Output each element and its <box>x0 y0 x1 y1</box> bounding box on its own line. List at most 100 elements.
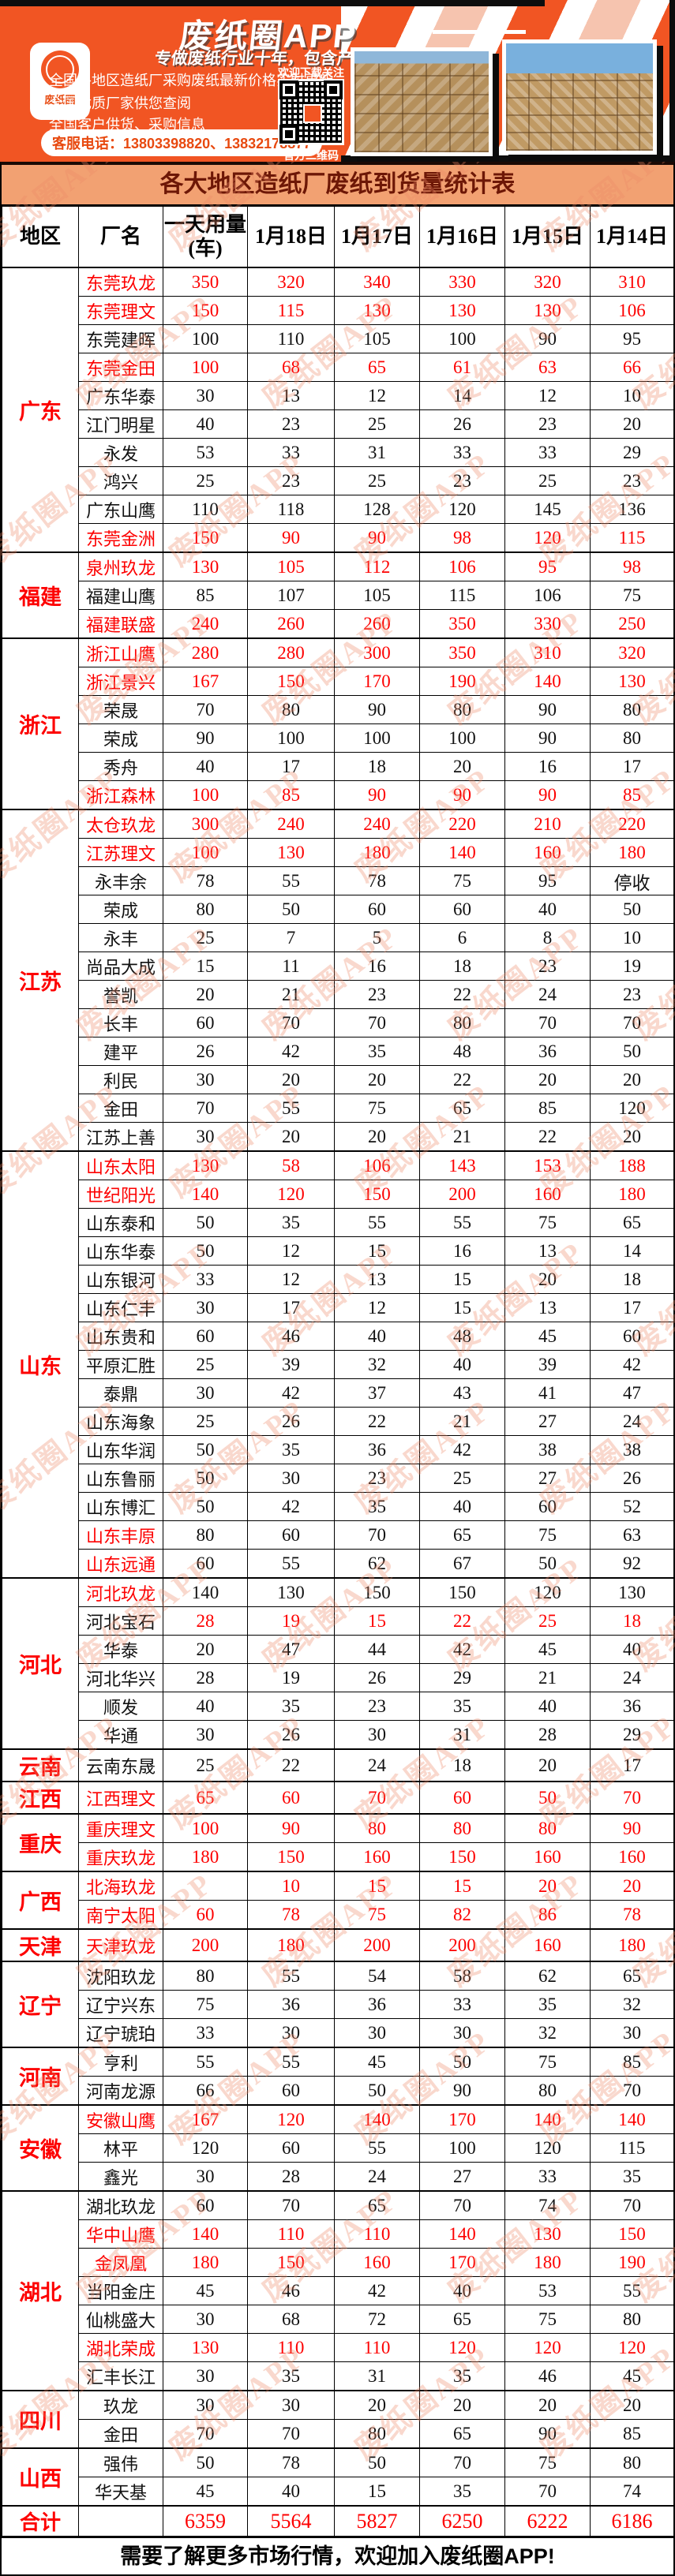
value-cell: 105 <box>334 581 420 610</box>
value-cell: 12 <box>504 381 591 410</box>
value-cell: 21 <box>504 1663 591 1692</box>
value-cell: 78 <box>334 866 420 895</box>
value-cell: 180 <box>590 1180 674 1209</box>
value-cell: 24 <box>334 1748 420 1782</box>
value-cell: 150 <box>334 1577 420 1607</box>
value-cell: 30 <box>163 2390 248 2420</box>
value-cell: 107 <box>247 581 335 610</box>
qr-caption-bottom: 官方二维码 <box>283 149 339 162</box>
bottom-black-bar <box>341 155 675 162</box>
factory-name-cell: 湖北玖龙 <box>78 2190 163 2220</box>
col-header-date: 1月18日 <box>247 206 335 268</box>
table-row: 山东银河 33 12 13 15 20 18 <box>2 1265 674 1294</box>
value-cell: 5 <box>334 923 420 952</box>
table-row: 东莞金洲 150 90 90 98 120 115 <box>2 523 674 553</box>
value-cell: 210 <box>504 809 591 839</box>
value-cell: 70 <box>247 2190 335 2220</box>
table-row: 当阳金庄 45 46 42 40 53 55 <box>2 2276 674 2305</box>
value-cell: 70 <box>163 1094 248 1123</box>
value-cell: 70 <box>504 1008 591 1038</box>
factory-name-cell: 鑫光 <box>78 2162 163 2192</box>
value-cell: 32 <box>590 1990 674 2019</box>
table-row: 山东博汇 50 42 35 40 60 52 <box>2 1492 674 1521</box>
value-cell: 20 <box>247 1065 335 1094</box>
value-cell: 70 <box>334 1520 420 1550</box>
value-cell: 70 <box>504 2477 591 2507</box>
value-cell: 25 <box>163 466 248 495</box>
value-cell: 130 <box>163 1150 248 1180</box>
table-row: 河南龙源 66 60 50 90 80 70 <box>2 2076 674 2106</box>
value-cell: 38 <box>590 1435 674 1464</box>
value-cell: 35 <box>247 1208 335 1237</box>
value-cell: 60 <box>247 1781 335 1815</box>
value-cell: 160 <box>504 1180 591 1209</box>
value-cell: 320 <box>247 267 335 297</box>
value-cell: 130 <box>590 667 674 696</box>
region-cell: 河南 <box>2 2047 79 2106</box>
factory-name-cell: 山东贵和 <box>78 1322 163 1351</box>
value-cell: 40 <box>163 752 248 781</box>
value-cell: 110 <box>247 2333 335 2362</box>
value-cell: 14 <box>419 381 505 410</box>
qr-center-logo <box>303 104 322 123</box>
value-cell: 80 <box>590 695 674 724</box>
value-cell: 180 <box>590 838 674 867</box>
value-cell: 330 <box>504 609 591 639</box>
value-cell: 23 <box>419 466 505 495</box>
value-cell: 40 <box>247 2477 335 2507</box>
factory-name-cell: 东莞金洲 <box>78 523 163 553</box>
table-row: 山东仁丰 30 17 12 15 13 17 <box>2 1293 674 1322</box>
factory-name-cell: 山东博汇 <box>78 1492 163 1521</box>
value-cell: 46 <box>247 2276 335 2305</box>
value-cell: 12 <box>334 1293 420 1322</box>
value-cell: 33 <box>504 2162 591 2192</box>
factory-name-cell: 江苏上善 <box>78 1122 163 1152</box>
value-cell: 320 <box>504 267 591 297</box>
value-cell: 170 <box>334 667 420 696</box>
value-cell: 72 <box>334 2305 420 2334</box>
value-cell: 20 <box>590 1871 674 1901</box>
value-cell: 21 <box>247 980 335 1009</box>
value-cell: 30 <box>334 1720 420 1750</box>
value-cell: 30 <box>163 2162 248 2192</box>
value-cell: 130 <box>419 296 505 325</box>
factory-name-cell: 山东太阳 <box>78 1150 163 1180</box>
table-row: 浙江景兴 167 150 170 190 140 130 <box>2 667 674 696</box>
value-cell: 15 <box>334 2477 420 2507</box>
value-cell: 65 <box>419 1094 505 1123</box>
value-cell: 47 <box>590 1378 674 1408</box>
value-cell: 100 <box>334 723 420 753</box>
factory-name-cell: 东莞金田 <box>78 353 163 382</box>
value-cell: 22 <box>247 1748 335 1782</box>
table-row: 山东 山东太阳 130 58 106 143 153 188 <box>2 1150 674 1579</box>
value-cell: 50 <box>163 1236 248 1266</box>
table-row: 辽宁 沈阳玖龙 80 55 54 58 62 65 <box>2 1961 674 2048</box>
value-cell: 65 <box>163 1781 248 1815</box>
value-cell: 58 <box>419 1961 505 1991</box>
value-cell: 60 <box>419 895 505 924</box>
value-cell: 20 <box>247 1122 335 1152</box>
logo-circle-icon <box>41 50 79 88</box>
value-cell: 90 <box>419 2076 505 2106</box>
value-cell: 150 <box>247 1842 335 1872</box>
value-cell: 80 <box>504 2076 591 2106</box>
value-cell: 25 <box>504 466 591 495</box>
value-cell: 120 <box>419 2333 505 2362</box>
value-cell: 50 <box>163 1435 248 1464</box>
value-cell: 140 <box>163 2219 248 2249</box>
value-cell: 170 <box>419 2104 505 2134</box>
value-cell: 65 <box>590 1961 674 1991</box>
col-header-date: 1月16日 <box>419 206 505 268</box>
factory-name-cell: 尚品大成 <box>78 952 163 981</box>
value-cell: 36 <box>247 1990 335 2019</box>
value-cell: 37 <box>334 1378 420 1408</box>
value-cell: 25 <box>163 923 248 952</box>
value-cell: 31 <box>419 1720 505 1750</box>
value-cell: 44 <box>334 1635 420 1664</box>
value-cell: 160 <box>504 838 591 867</box>
value-cell: 31 <box>334 2361 420 2391</box>
factory-name-cell: 山东鲁丽 <box>78 1464 163 1493</box>
value-cell: 22 <box>419 1606 505 1636</box>
value-cell: 78 <box>247 2447 335 2477</box>
